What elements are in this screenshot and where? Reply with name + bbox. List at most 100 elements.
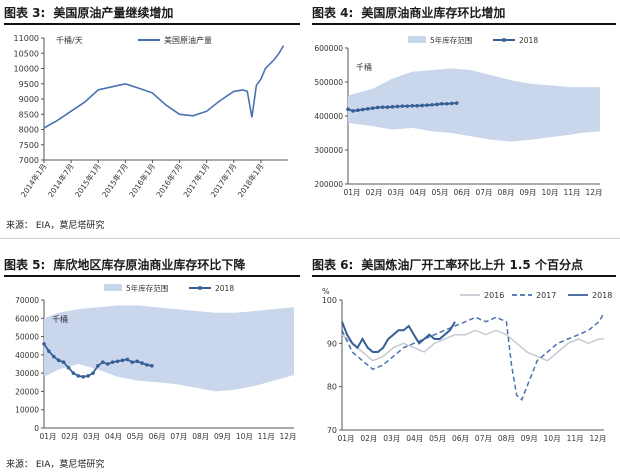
x-tick-label: 10月 — [541, 188, 558, 197]
series-point — [105, 362, 110, 366]
legend-label: 2018 — [592, 291, 612, 300]
y-tick-label: 10500 — [14, 49, 39, 58]
chart-svg-fig6: 70 80 90 100 01月 02月 03月 04月 05月 06月 07月 08月 09月 10月 1… — [322, 287, 613, 443]
legend-label: 2018 — [215, 284, 234, 293]
chart-title-text: 美国炼油厂开工率环比上升 1.5 个百分点 — [361, 258, 583, 272]
unit-label: 千桶 — [356, 62, 372, 72]
y-tick-label: 10000 — [15, 406, 39, 415]
series-point — [110, 360, 115, 364]
y-tick-label: 7500 — [19, 141, 39, 150]
y-tick-label: 70 — [327, 426, 337, 435]
legend-swatch-marker — [502, 38, 506, 42]
series-point — [120, 358, 125, 363]
chart-title-number: 图表 6: — [312, 258, 354, 272]
unit-label: 千桶 — [52, 314, 68, 324]
x-tick-label: 05月 — [431, 188, 448, 197]
x-tick-label: 01月 — [39, 432, 56, 441]
x-tick-label: 2015年1月 — [72, 161, 102, 199]
x-tick-label: 03月 — [83, 432, 100, 441]
x-tick-label: 2017年1月 — [181, 161, 211, 199]
chart-panel-fig5: 图表 5: 库欣地区库存原油商业库存环比下降 0 10000 20000 30000 40… — [4, 252, 300, 452]
series-point — [380, 105, 385, 109]
series-point — [66, 365, 71, 370]
x-tick-label: 12月 — [589, 434, 606, 443]
y-tick-label: 9000 — [19, 95, 39, 104]
series-point — [42, 342, 46, 346]
y-tick-label: 20000 — [15, 387, 39, 396]
series-point — [356, 108, 360, 113]
y-tick-label: 400000 — [314, 112, 343, 121]
title-rule — [4, 275, 300, 277]
y-tick-label: 100 — [322, 296, 337, 305]
x-tick-label: 05月 — [429, 434, 446, 443]
x-tick-label: 2018年1月 — [235, 161, 265, 199]
legend-label: 5年库存范围 — [430, 35, 472, 45]
series-point — [395, 104, 400, 109]
x-tick-label: 06月 — [149, 432, 166, 441]
series-point — [445, 101, 449, 106]
x-tick-label: 2016年1月 — [127, 161, 157, 199]
series-point — [61, 360, 66, 364]
chart-title: 图表 6: 美国炼油厂开工率环比上升 1.5 个百分点 — [312, 256, 583, 276]
x-tick-label: 09月 — [521, 434, 538, 443]
series-point — [385, 105, 390, 109]
chart-panel-fig6: 图表 6: 美国炼油厂开工率环比上升 1.5 个百分点 70 80 90 100 01月 0… — [312, 252, 616, 452]
x-tick-label: 05月 — [127, 432, 144, 441]
x-tick-label: 12月 — [279, 432, 296, 441]
x-tick-label: 01月 — [343, 188, 360, 197]
x-tick-label: 02月 — [61, 432, 78, 441]
x-tick-label: 2015年7月 — [99, 161, 129, 199]
y-tick-label: 8500 — [19, 110, 39, 119]
five-year-range-band — [348, 68, 600, 142]
title-rule — [312, 23, 616, 25]
chart-title: 图表 4: 美国原油商业库存环比增加 — [312, 4, 505, 24]
legend-label: 2018 — [519, 36, 538, 45]
series-point — [76, 374, 81, 378]
series-line — [43, 45, 285, 129]
series-point — [420, 103, 424, 108]
chart-panel-fig4: 图表 4: 美国原油商业库存环比增加 200000 300000 400000 5000… — [312, 0, 616, 232]
series-point — [400, 104, 405, 108]
y-tick-label: 60000 — [15, 314, 39, 323]
x-tick-label: 2014年1月 — [18, 161, 48, 199]
x-tick-label: 01月 — [337, 434, 354, 443]
legend-swatch-band — [104, 284, 122, 291]
chart-title-text: 美国原油产量继续增加 — [53, 6, 174, 20]
x-tick-label: 07月 — [475, 188, 492, 197]
series-line — [341, 312, 605, 401]
legend-label: 2017 — [536, 291, 556, 300]
y-tick-label: 500000 — [314, 78, 343, 87]
series-point — [71, 371, 76, 375]
x-tick-label: 10月 — [236, 432, 253, 441]
x-tick-label: 09月 — [519, 188, 536, 197]
series-point — [415, 104, 419, 108]
x-tick-label: 07月 — [475, 434, 492, 443]
x-tick-label: 11月 — [563, 188, 580, 197]
y-tick-label: 600000 — [314, 44, 343, 53]
y-tick-label: 30000 — [15, 369, 39, 378]
series-point — [150, 364, 154, 368]
series-point — [346, 107, 350, 111]
series-point — [435, 102, 439, 107]
series-point — [430, 102, 434, 107]
y-tick-label: 11000 — [14, 34, 39, 43]
series-point — [125, 357, 130, 362]
five-year-range-band — [44, 305, 294, 392]
title-rule — [312, 275, 616, 277]
series-point — [405, 104, 410, 108]
x-tick-label: 06月 — [453, 188, 470, 197]
series-point — [56, 358, 61, 363]
source-note: 来源： EIA，莫尼塔研究 — [6, 221, 105, 231]
x-tick-label: 07月 — [170, 432, 187, 441]
source-note: 来源： EIA，莫尼塔研究 — [6, 460, 105, 470]
x-tick-label: 02月 — [365, 188, 382, 197]
chart-svg-fig3: 7000 7500 8000 8500 9000 9500 10000 10500 11000 2… — [14, 34, 288, 199]
chart-svg-fig5: 0 10000 20000 30000 40000 50000 60000 70000 01月 0… — [15, 283, 296, 441]
chart-title: 图表 5: 库欣地区库存原油商业库存环比下降 — [4, 256, 245, 276]
series-point — [390, 105, 395, 109]
series-point — [47, 349, 51, 353]
series-point — [454, 101, 459, 105]
x-tick-label: 08月 — [192, 432, 209, 441]
x-tick-label: 10月 — [544, 434, 561, 443]
series-point — [375, 105, 380, 110]
